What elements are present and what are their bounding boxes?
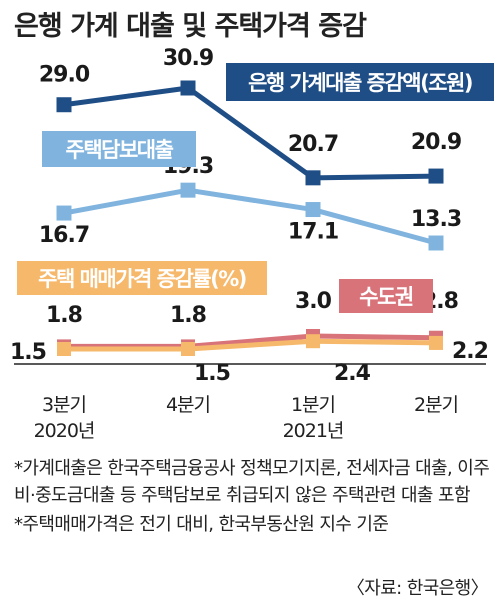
label-nationwide-1: 1.5 bbox=[194, 361, 230, 386]
label-loans-2: 20.7 bbox=[288, 132, 338, 157]
capital-title-box bbox=[339, 279, 433, 313]
mortgage-marker-3 bbox=[428, 235, 444, 251]
label-mortgage-3: 13.3 bbox=[411, 207, 461, 232]
label-capital-1: 1.8 bbox=[170, 303, 206, 328]
nationwide-marker-0 bbox=[57, 342, 71, 356]
nationwide-marker-2 bbox=[306, 334, 320, 349]
price-title-text: 주택 매매가격 증감률(%) bbox=[38, 267, 246, 291]
nationwide-marker-3 bbox=[429, 335, 443, 350]
mortgage-title-text: 주택담보대출 bbox=[66, 138, 174, 162]
label-capital-2: 3.0 bbox=[295, 289, 332, 314]
loans-marker-0 bbox=[56, 97, 72, 113]
mortgage-marker-0 bbox=[56, 205, 72, 221]
chart-title: 은행 가계 대출 및 주택가격 증감 bbox=[14, 11, 367, 42]
loans-marker-2 bbox=[305, 170, 321, 186]
label-nationwide-2: 2.4 bbox=[334, 361, 371, 386]
line-mortgage bbox=[63, 187, 437, 246]
label-nationwide-3: 2.2 bbox=[452, 339, 488, 364]
mortgage-title-box bbox=[42, 131, 196, 167]
mortgage-marker-1 bbox=[180, 182, 196, 198]
label-loans-3: 20.9 bbox=[411, 130, 461, 155]
label-loans-1: 30.9 bbox=[163, 46, 213, 71]
footnotes: *가계대출은 한국주택금융공사 정책모기지론, 전세자금 대출, 이주비·중도금… bbox=[14, 455, 492, 538]
price-title-box bbox=[17, 261, 267, 295]
label-mortgage-2: 17.1 bbox=[288, 220, 338, 245]
footnote-loans: *가계대출은 한국주택금융공사 정책모기지론, 전세자금 대출, 이주비·중도금… bbox=[14, 458, 490, 506]
nationwide-marker-1 bbox=[181, 342, 195, 356]
line-nationwide bbox=[64, 338, 437, 352]
x-year-label-2: 2021년 bbox=[283, 420, 344, 442]
loan-title-box bbox=[226, 63, 494, 101]
label-nationwide-0: 1.5 bbox=[10, 340, 46, 365]
loan-title-text: 은행 가계대출 증감액(조원) bbox=[248, 71, 472, 95]
x-tick-label-1: 4분기 bbox=[166, 394, 210, 416]
x-year-label-0: 2020년 bbox=[34, 420, 95, 442]
label-mortgage-0: 16.7 bbox=[39, 223, 89, 248]
label-loans-0: 29.0 bbox=[39, 63, 90, 88]
loans-marker-3 bbox=[428, 168, 444, 184]
x-tick-label-2: 1분기 bbox=[291, 394, 335, 416]
loans-marker-1 bbox=[180, 80, 196, 96]
footnote-prices: *주택매매가격은 전기 대비, 한국부동산원 지수 기준 bbox=[14, 514, 389, 535]
x-tick-label-3: 2분기 bbox=[414, 394, 458, 416]
source-credit: 〈자료: 한국은행〉 bbox=[346, 578, 489, 599]
capital-title-text: 수도권 bbox=[359, 285, 413, 309]
label-capital-0: 1.8 bbox=[46, 303, 82, 328]
line-household-loans bbox=[63, 85, 437, 181]
mortgage-marker-2 bbox=[305, 202, 321, 218]
line-capital-area bbox=[64, 333, 437, 349]
x-tick-label-0: 3분기 bbox=[42, 394, 86, 416]
